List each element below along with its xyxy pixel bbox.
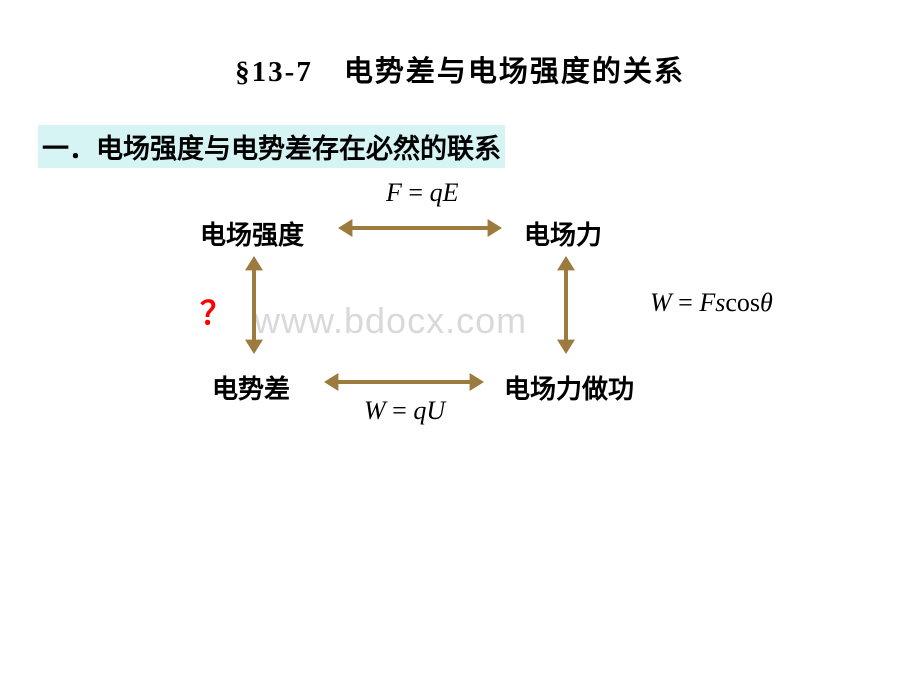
node-electric-force: 电场力 (524, 215, 602, 252)
node-potential-diff: 电势差 (212, 369, 290, 406)
question-mark: ？ (200, 288, 232, 334)
arrow-bottom (324, 372, 484, 392)
qmark-text: ？ (200, 295, 232, 331)
watermark: www.bdocx.com (254, 300, 527, 342)
page-title: §13-7 电势差与电场强度的关系 (0, 0, 920, 90)
formula-w-eq-fscos: W = Fscosθ (650, 288, 773, 318)
arrow-left (244, 256, 264, 354)
title-text: §13-7 电势差与电场强度的关系 (235, 56, 685, 88)
node-br-text: 电场力做功 (504, 375, 634, 404)
node-work-done: 电场力做功 (504, 369, 634, 406)
formula-w-eq-qu: W = qU (364, 396, 445, 426)
section-heading: 一．电场强度与电势差存在必然的联系 (38, 125, 505, 168)
arrow-top (338, 218, 502, 238)
node-tr-text: 电场力 (524, 221, 602, 250)
formula-f-eq-qe: F = qE (386, 178, 458, 208)
arrow-right (556, 256, 576, 354)
watermark-text: www.bdocx.com (254, 300, 527, 341)
section-text: 一．电场强度与电势差存在必然的联系 (42, 134, 501, 164)
node-field-intensity: 电场强度 (200, 215, 304, 252)
node-tl-text: 电场强度 (200, 221, 304, 250)
node-bl-text: 电势差 (212, 375, 290, 404)
